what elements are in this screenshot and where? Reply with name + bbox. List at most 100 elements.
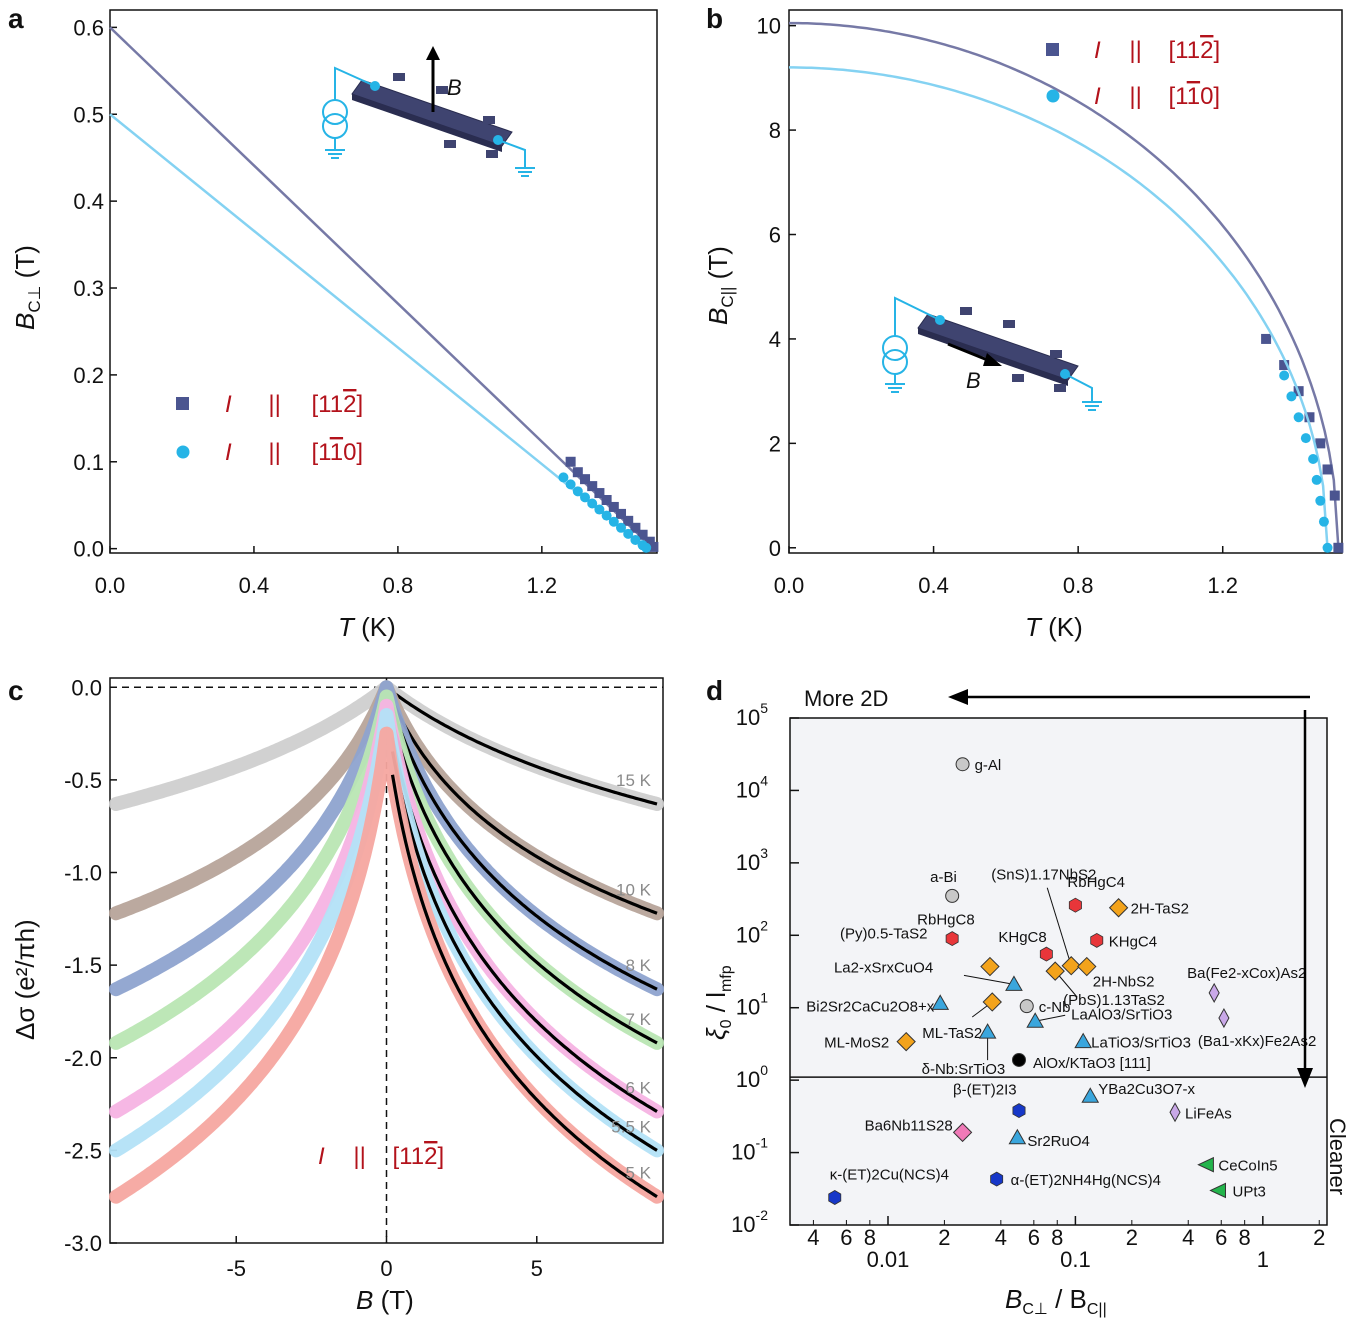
- data-point-square: [616, 508, 627, 519]
- panel-d-x-axis-label: BC⊥ / BC||: [1005, 1284, 1107, 1318]
- data-point-square: [594, 488, 605, 499]
- y-tick-label: 10-1: [731, 1135, 768, 1165]
- panel-d-y-axis-label: ξ0 / lmfp: [701, 965, 735, 1040]
- data-point-circle: [1293, 412, 1304, 423]
- material-label: RbHgC4: [1067, 874, 1125, 891]
- field-arrow-parallel-icon: [947, 342, 1002, 366]
- data-point-square: [601, 495, 612, 506]
- panel-a-frame: [109, 9, 658, 554]
- panel-b-ticks: 0.0 0.4 0.8 1.2 0 2 4 6 8 10: [757, 14, 1239, 598]
- data-point-square: [644, 536, 655, 547]
- y-tick-label: 0.0: [71, 675, 102, 700]
- data-point-circle: [1300, 433, 1311, 444]
- x-tick-label: 1.2: [527, 573, 558, 598]
- y-tick-exponent: 3: [760, 845, 768, 861]
- data-point-square: [623, 515, 634, 526]
- material-label: c-Nb: [1039, 999, 1071, 1016]
- panel-b-y-axis-label: BC|| (T): [703, 246, 737, 325]
- panel-d-label: d: [706, 675, 723, 706]
- data-point-circle: [1311, 474, 1322, 485]
- x-minor-tick-label: 8: [864, 1225, 876, 1250]
- legend-circle-marker: [1046, 89, 1060, 103]
- y-tick-label: 10-2: [731, 1207, 768, 1237]
- material-label: Sr2RuO4: [1027, 1133, 1090, 1150]
- x-tick-label: -5: [226, 1256, 246, 1281]
- perpendicular-field-device-icon: [322, 66, 535, 177]
- data-point-square: [608, 501, 619, 512]
- y-tick-base: 10: [731, 1212, 755, 1237]
- more-2d-arrow: More 2D: [804, 686, 1310, 711]
- legend-entry-1: I || [112]: [225, 391, 363, 418]
- x-tick-label: 0.4: [918, 573, 949, 598]
- material-marker-diamond: [982, 992, 1002, 1012]
- data-point-circle: [601, 510, 612, 521]
- material-label: KHgC8: [998, 929, 1046, 946]
- material-label: α-(ET)2NH4Hg(NCS)4: [1011, 1172, 1161, 1189]
- material-label: Bi2Sr2CaCu2O8+x: [806, 998, 934, 1015]
- material-label: AlOx/KTaO3 [111]: [1033, 1055, 1151, 1072]
- y-tick-base: 10: [736, 922, 760, 947]
- y-tick-label: -3.0: [64, 1231, 102, 1256]
- material-marker-circle: [955, 757, 970, 772]
- legend-square-marker: [176, 397, 189, 410]
- legend-square-marker: [1046, 43, 1059, 56]
- temperature-label: 8 K: [625, 956, 651, 975]
- material-marker-diamond: [952, 1122, 973, 1143]
- material-marker-circle: [1019, 999, 1034, 1014]
- y-tick-base: 10: [736, 995, 760, 1020]
- y-tick-exponent: 1: [760, 990, 768, 1006]
- data-point-circle: [1279, 370, 1290, 381]
- material-label: (Ba1-xKx)Fe2As2: [1198, 1033, 1316, 1050]
- x-tick-label: 0: [380, 1256, 392, 1281]
- material-marker-hexagon: [1012, 1103, 1026, 1119]
- material-marker-diamond: [1077, 956, 1097, 977]
- panel-b-plot-area: [789, 21, 1344, 553]
- y-tick-label: 4: [769, 327, 781, 352]
- material-marker-triangle: [1074, 1032, 1093, 1049]
- x-minor-tick-label: 8: [1051, 1225, 1063, 1250]
- data-point-circle: [565, 479, 576, 490]
- data-point-square: [572, 467, 583, 478]
- panel-c-y-axis-label: Δσ (e²/πh): [10, 919, 40, 1040]
- material-label: LaAlO3/SrTiO3: [1071, 1006, 1172, 1023]
- x-minor-tick-label: 4: [1182, 1225, 1194, 1250]
- data-point-square: [630, 522, 641, 533]
- fit-curve-series-0: [789, 21, 1340, 548]
- y-tick-label: 104: [736, 772, 768, 802]
- x-minor-tick-label: 6: [1028, 1225, 1040, 1250]
- material-marker-diamond: [980, 956, 1000, 977]
- material-label: ML-MoS2: [824, 1035, 889, 1052]
- panel-b-label: b: [706, 3, 723, 34]
- data-point-circle: [1318, 516, 1329, 527]
- x-minor-tick-label: 2: [938, 1225, 950, 1250]
- data-point-circle: [1308, 454, 1319, 465]
- material-marker-hexagon: [1039, 946, 1053, 962]
- fit-line-series-0: [109, 26, 655, 550]
- y-tick-exponent: 4: [760, 772, 768, 788]
- material-marker-triangle: [1081, 1087, 1100, 1103]
- data-point-square: [1333, 542, 1344, 553]
- panel-d-plot-area: g-Al a-Bi RbHgC4 2H-TaS2 RbHgC8 KHgC4 KHgC8 (Sn…: [790, 757, 1327, 1205]
- material-marker-triangle-left: [1209, 1182, 1226, 1199]
- data-point-circle: [623, 528, 634, 539]
- material-marker-hexagon: [990, 1171, 1004, 1187]
- y-tick-base: 10: [731, 1140, 755, 1165]
- y-tick-exponent: 0: [760, 1062, 768, 1078]
- data-point-square: [587, 481, 598, 492]
- y-tick-label: 103: [736, 845, 768, 875]
- y-tick-exponent: -2: [756, 1207, 769, 1223]
- y-tick-label: 105: [736, 700, 768, 730]
- x-tick-label: 1.2: [1207, 573, 1238, 598]
- panel-a-ticks: 0.0 0.4 0.8 1.2 0.0 0.1 0.2 0.3 0.4 0.5 0.6: [73, 15, 557, 598]
- material-marker-diamond: [1061, 956, 1081, 976]
- panel-c-label: c: [8, 675, 24, 706]
- x-major-tick-label: 0.01: [867, 1247, 910, 1272]
- material-marker-hexagon: [1090, 932, 1104, 948]
- data-point-square: [1315, 438, 1326, 449]
- material-marker-thin-diamond: [1208, 982, 1220, 1003]
- material-label: (PbS)1.13TaS2: [1063, 992, 1165, 1009]
- material-label: δ-Nb:SrTiO3: [922, 1061, 1006, 1078]
- fit-line-series-3: [390, 721, 658, 1045]
- label-leader-line: [1046, 887, 1072, 966]
- data-point-circle: [572, 486, 583, 497]
